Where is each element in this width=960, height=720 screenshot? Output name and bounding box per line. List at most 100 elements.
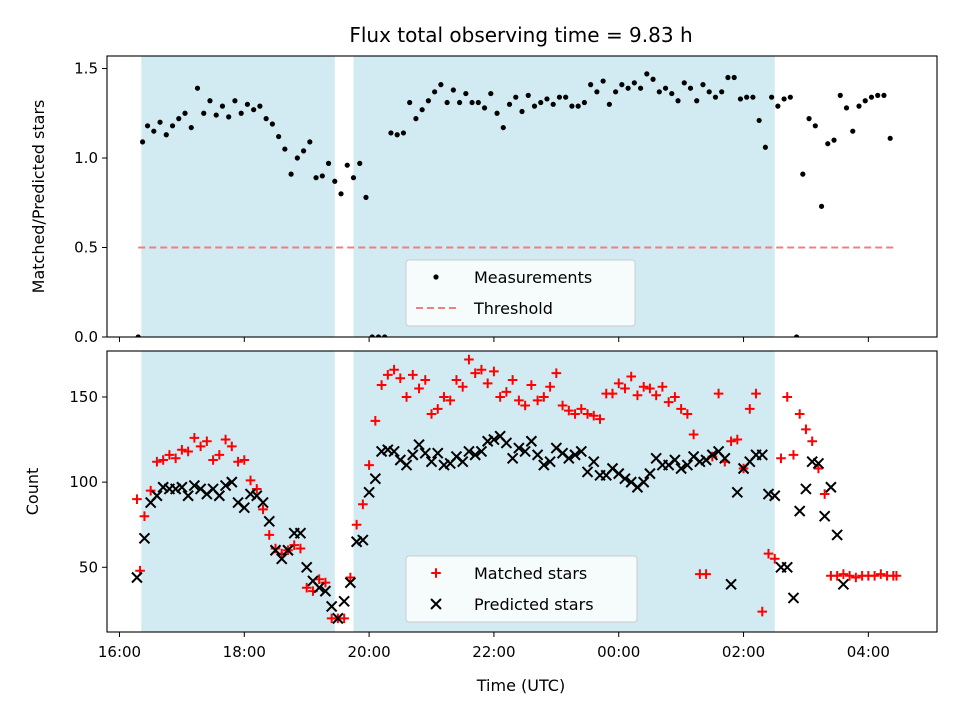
- data-point: [258, 504, 268, 515]
- data-point: [782, 392, 793, 402]
- data-point: [407, 449, 419, 461]
- data-point: [145, 485, 156, 496]
- data-point: [375, 334, 382, 337]
- data-point: [564, 405, 574, 416]
- data-point: [135, 334, 141, 337]
- data-point: [638, 381, 649, 392]
- data-point: [176, 481, 188, 493]
- data-point: [332, 612, 344, 625]
- data-point: [887, 135, 893, 141]
- data-point: [432, 89, 438, 95]
- data-point: [862, 98, 868, 104]
- x-tick-label: 16:00: [98, 643, 141, 661]
- data-point: [238, 501, 251, 514]
- data-point: [563, 94, 569, 100]
- data-point: [751, 388, 761, 399]
- data-point: [469, 99, 475, 106]
- data-point: [675, 462, 687, 475]
- data-point: [732, 434, 743, 445]
- data-point: [787, 592, 800, 604]
- data-point: [676, 404, 686, 414]
- data-point: [806, 116, 812, 122]
- data-point: [420, 375, 431, 385]
- data-point: [544, 96, 550, 102]
- data-point: [257, 496, 269, 509]
- data-point: [482, 378, 493, 389]
- data-point: [675, 98, 681, 104]
- data-point: [545, 381, 555, 392]
- data-point: [208, 455, 218, 465]
- data-point: [531, 449, 544, 461]
- data-point: [544, 455, 556, 468]
- data-point: [891, 571, 902, 581]
- data-point: [370, 416, 381, 426]
- data-point: [557, 400, 568, 411]
- data-point: [681, 459, 694, 471]
- data-point: [776, 453, 786, 464]
- data-point: [426, 409, 437, 419]
- data-point: [269, 121, 275, 127]
- data-point: [457, 381, 468, 392]
- data-point: [613, 89, 619, 95]
- data-point: [520, 400, 530, 411]
- data-point: [139, 511, 150, 521]
- data-point: [183, 446, 193, 457]
- data-point: [469, 449, 481, 461]
- data-point: [875, 92, 881, 98]
- data-point: [383, 370, 393, 380]
- data-point: [581, 99, 588, 106]
- data-point: [432, 447, 444, 459]
- data-point: [301, 582, 312, 593]
- data-point: [613, 378, 624, 389]
- data-point: [637, 85, 644, 91]
- data-point: [264, 530, 275, 540]
- data-point: [188, 124, 194, 131]
- data-point: [269, 544, 282, 556]
- data-point: [550, 101, 556, 107]
- data-point: [294, 527, 307, 539]
- data-point: [687, 85, 694, 91]
- data-point: [670, 392, 680, 402]
- data-point: [425, 455, 438, 468]
- data-point: [844, 571, 855, 581]
- data-point: [744, 404, 755, 414]
- legend-box: [405, 555, 638, 623]
- x-tick-label: 00:00: [597, 643, 640, 661]
- data-point: [325, 160, 332, 166]
- data-point: [170, 453, 181, 464]
- data-point: [288, 171, 294, 177]
- axes-frame: [106, 350, 938, 633]
- data-point: [619, 82, 625, 88]
- y-tick-label: 50: [79, 558, 98, 576]
- data-point: [388, 130, 394, 136]
- bottom-panel: 50 100 150 16:00 18:00 20:00 22:00 00:00 02:00 04…: [23, 350, 938, 661]
- data-point: [719, 89, 725, 95]
- data-point: [538, 99, 544, 106]
- data-point: [307, 139, 313, 145]
- data-point: [413, 116, 419, 122]
- data-point: [282, 146, 288, 152]
- data-point: [700, 82, 706, 88]
- data-point: [762, 144, 768, 150]
- data-point: [563, 452, 575, 464]
- data-point: [395, 373, 406, 384]
- data-point: [419, 107, 425, 113]
- data-point: [881, 92, 887, 98]
- data-point: [463, 90, 469, 97]
- legend: Measurements Threshold: [405, 259, 636, 327]
- y-axis-label: Matched/Predicted stars: [29, 100, 48, 294]
- data-point: [151, 128, 157, 134]
- data-point: [576, 404, 587, 414]
- data-point: [400, 130, 407, 136]
- data-point: [788, 450, 799, 460]
- data-point: [832, 571, 842, 581]
- data-point: [631, 80, 637, 86]
- data-point: [139, 139, 146, 145]
- data-point: [313, 582, 325, 594]
- data-point: [413, 438, 425, 451]
- data-point: [364, 460, 374, 470]
- data-point: [712, 94, 719, 100]
- data-point: [507, 375, 518, 385]
- data-point: [214, 450, 225, 460]
- data-point: [163, 132, 169, 138]
